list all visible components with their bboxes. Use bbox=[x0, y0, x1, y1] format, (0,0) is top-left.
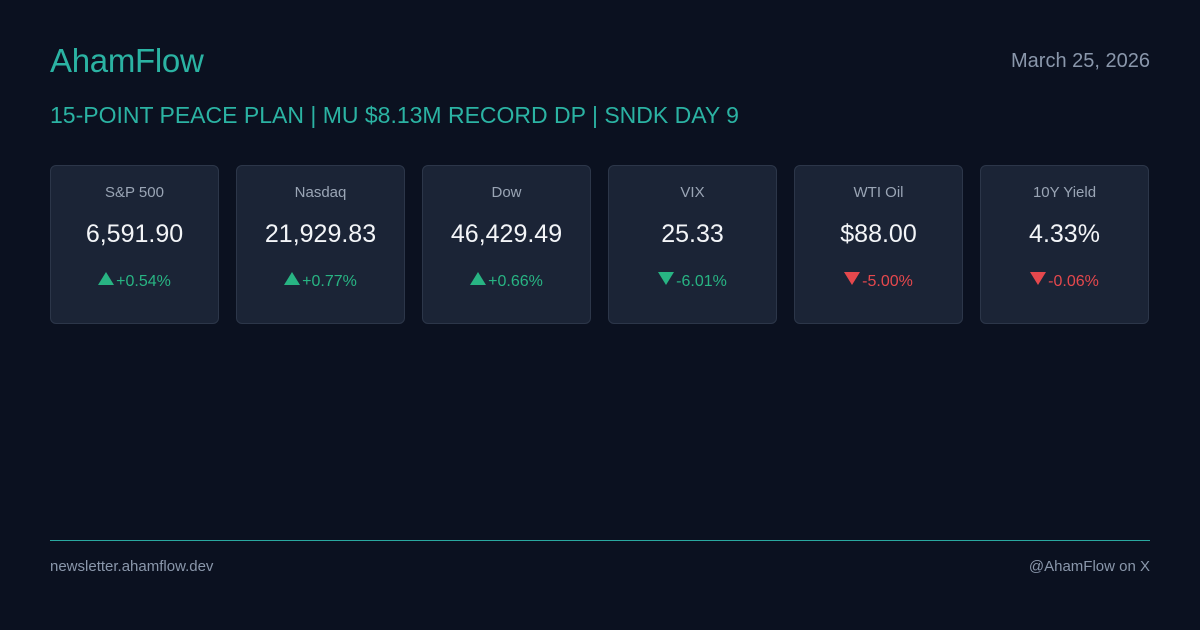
market-card-name: Nasdaq bbox=[294, 184, 347, 201]
market-card-name: S&P 500 bbox=[105, 184, 164, 201]
market-card-change-value: -5.00% bbox=[862, 273, 913, 290]
market-card-change-value: +0.77% bbox=[302, 273, 357, 290]
market-card-nasdaq: Nasdaq 21,929.83 +0.77% bbox=[236, 165, 405, 324]
social-handle: @AhamFlow on X bbox=[1028, 558, 1150, 575]
market-card-change: -0.06% bbox=[981, 271, 1148, 293]
market-card-change-value: -0.06% bbox=[1048, 273, 1099, 290]
issue-date: March 25, 2026 bbox=[1011, 50, 1150, 72]
market-card-value: 6,591.90 bbox=[85, 220, 184, 248]
market-card-value: $88.00 bbox=[840, 220, 917, 248]
market-card-name: WTI Oil bbox=[853, 184, 904, 201]
market-card-wti-oil: WTI Oil $88.00 -5.00% bbox=[794, 165, 963, 324]
market-card-sp500: S&P 500 6,591.90 +0.54% bbox=[50, 165, 219, 324]
market-card-name: 10Y Yield bbox=[1032, 184, 1097, 201]
newsletter-url: newsletter.ahamflow.dev bbox=[50, 558, 214, 575]
market-card-value: 4.33% bbox=[1029, 220, 1100, 248]
market-card-value: 46,429.49 bbox=[450, 220, 563, 248]
market-card-value: 21,929.83 bbox=[264, 220, 377, 248]
market-card-name: Dow bbox=[491, 184, 522, 201]
headline: 15-POINT PEACE PLAN | MU $8.13M RECORD D… bbox=[50, 102, 739, 128]
market-card-value: 25.33 bbox=[661, 220, 724, 248]
market-card-dow: Dow 46,429.49 +0.66% bbox=[422, 165, 591, 324]
footer-divider bbox=[50, 540, 1150, 541]
market-card-change: -5.00% bbox=[795, 271, 962, 293]
market-cards: S&P 500 6,591.90 +0.54% Nasdaq 21,929.83… bbox=[50, 165, 1150, 325]
market-card-10y-yield: 10Y Yield 4.33% -0.06% bbox=[980, 165, 1149, 324]
down-arrow-icon bbox=[844, 272, 861, 285]
brand-logo-text: AhamFlow bbox=[50, 42, 204, 79]
down-arrow-icon bbox=[658, 272, 675, 285]
down-arrow-icon bbox=[1030, 272, 1047, 285]
market-card-change: +0.54% bbox=[51, 271, 218, 293]
market-card-change: +0.77% bbox=[237, 271, 404, 293]
market-card-change-value: +0.54% bbox=[116, 273, 171, 290]
up-arrow-icon bbox=[470, 272, 487, 285]
market-card-change-value: -6.01% bbox=[676, 273, 727, 290]
market-card-vix: VIX 25.33 -6.01% bbox=[608, 165, 777, 324]
market-card-name: VIX bbox=[680, 184, 705, 201]
up-arrow-icon bbox=[284, 272, 301, 285]
up-arrow-icon bbox=[98, 272, 115, 285]
market-card-change: +0.66% bbox=[423, 271, 590, 293]
market-card-change-value: +0.66% bbox=[488, 273, 543, 290]
market-card-change: -6.01% bbox=[609, 271, 776, 293]
